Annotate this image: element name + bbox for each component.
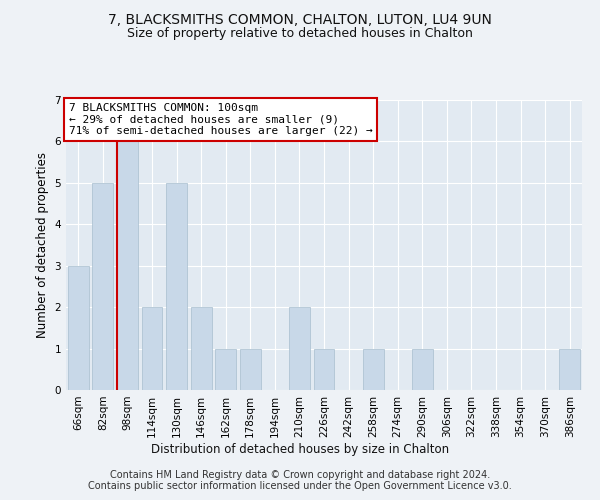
Bar — [191, 307, 212, 390]
Text: Size of property relative to detached houses in Chalton: Size of property relative to detached ho… — [127, 28, 473, 40]
Bar — [314, 348, 334, 390]
Bar — [362, 348, 383, 390]
Bar — [240, 348, 261, 390]
Bar — [92, 183, 113, 390]
Bar — [215, 348, 236, 390]
Bar — [559, 348, 580, 390]
Bar — [412, 348, 433, 390]
Text: Distribution of detached houses by size in Chalton: Distribution of detached houses by size … — [151, 442, 449, 456]
Y-axis label: Number of detached properties: Number of detached properties — [36, 152, 49, 338]
Text: Contains public sector information licensed under the Open Government Licence v3: Contains public sector information licen… — [88, 481, 512, 491]
Bar — [68, 266, 89, 390]
Bar — [142, 307, 163, 390]
Text: 7, BLACKSMITHS COMMON, CHALTON, LUTON, LU4 9UN: 7, BLACKSMITHS COMMON, CHALTON, LUTON, L… — [108, 12, 492, 26]
Bar — [117, 142, 138, 390]
Bar — [166, 183, 187, 390]
Text: Contains HM Land Registry data © Crown copyright and database right 2024.: Contains HM Land Registry data © Crown c… — [110, 470, 490, 480]
Bar — [289, 307, 310, 390]
Text: 7 BLACKSMITHS COMMON: 100sqm
← 29% of detached houses are smaller (9)
71% of sem: 7 BLACKSMITHS COMMON: 100sqm ← 29% of de… — [68, 103, 373, 136]
